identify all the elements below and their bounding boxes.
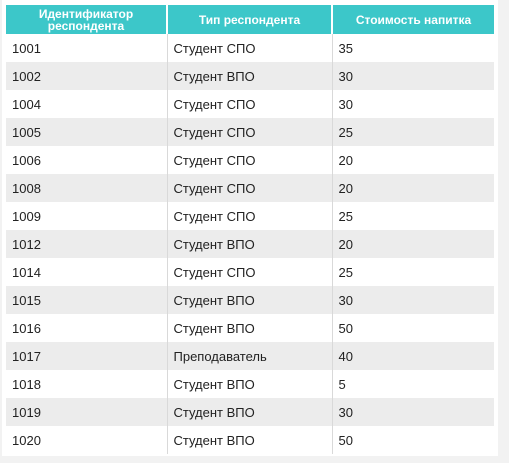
table-row[interactable]: 1004 Студент СПО 30 <box>6 90 494 118</box>
table-row[interactable]: 1008 Студент СПО 20 <box>6 174 494 202</box>
cell-respondent-type: Студент СПО <box>166 202 332 230</box>
respondents-table: Идентификатор респондента Тип респондент… <box>6 5 494 454</box>
cell-respondent-type: Преподаватель <box>166 342 332 370</box>
cell-respondent-id: 1005 <box>6 118 167 146</box>
cell-respondent-id: 1015 <box>6 286 167 314</box>
cell-respondent-type: Студент ВПО <box>166 230 332 258</box>
cell-respondent-id: 1012 <box>6 230 167 258</box>
cell-respondent-id: 1017 <box>6 342 167 370</box>
cell-drink-cost: 35 <box>331 34 494 62</box>
table-row[interactable]: 1006 Студент СПО 20 <box>6 146 494 174</box>
table-row[interactable]: 1009 Студент СПО 25 <box>6 202 494 230</box>
cell-respondent-type: Студент СПО <box>166 146 332 174</box>
table-row[interactable]: 1015 Студент ВПО 30 <box>6 286 494 314</box>
cell-respondent-id: 1020 <box>6 426 167 454</box>
cell-respondent-type: Студент СПО <box>166 90 332 118</box>
cell-drink-cost: 30 <box>331 90 494 118</box>
cell-respondent-id: 1008 <box>6 174 167 202</box>
cell-drink-cost: 50 <box>331 426 494 454</box>
table-card: Идентификатор респондента Тип респондент… <box>2 0 498 456</box>
cell-respondent-id: 1014 <box>6 258 167 286</box>
cell-drink-cost: 20 <box>331 230 494 258</box>
cell-drink-cost: 50 <box>331 314 494 342</box>
cell-drink-cost: 40 <box>331 342 494 370</box>
cell-drink-cost: 30 <box>331 286 494 314</box>
header-drink-cost[interactable]: Стоимость напитка <box>331 5 494 34</box>
cell-respondent-id: 1002 <box>6 62 167 90</box>
table-row[interactable]: 1012 Студент ВПО 20 <box>6 230 494 258</box>
table-header: Идентификатор респондента Тип респондент… <box>6 5 494 34</box>
cell-respondent-type: Студент СПО <box>166 34 332 62</box>
cell-respondent-type: Студент ВПО <box>166 62 332 90</box>
table-row[interactable]: 1019 Студент ВПО 30 <box>6 398 494 426</box>
cell-drink-cost: 20 <box>331 146 494 174</box>
cell-drink-cost: 25 <box>331 118 494 146</box>
table-body: 1001 Студент СПО 35 1002 Студент ВПО 30 1004 Ст… <box>6 34 494 454</box>
cell-drink-cost: 30 <box>331 62 494 90</box>
cell-respondent-type: Студент ВПО <box>166 370 332 398</box>
table-row[interactable]: 1001 Студент СПО 35 <box>6 34 494 62</box>
table-row[interactable]: 1018 Студент ВПО 5 <box>6 370 494 398</box>
cell-respondent-id: 1016 <box>6 314 167 342</box>
table-row[interactable]: 1017 Преподаватель 40 <box>6 342 494 370</box>
cell-respondent-id: 1018 <box>6 370 167 398</box>
table-row[interactable]: 1016 Студент ВПО 50 <box>6 314 494 342</box>
header-row: Идентификатор респондента Тип респондент… <box>6 5 494 34</box>
cell-drink-cost: 30 <box>331 398 494 426</box>
header-respondent-type[interactable]: Тип респондента <box>166 5 332 34</box>
header-respondent-id[interactable]: Идентификатор респондента <box>6 5 167 34</box>
cell-respondent-id: 1004 <box>6 90 167 118</box>
table-row[interactable]: 1020 Студент ВПО 50 <box>6 426 494 454</box>
table-row[interactable]: 1014 Студент СПО 25 <box>6 258 494 286</box>
cell-respondent-type: Студент ВПО <box>166 286 332 314</box>
cell-respondent-type: Студент СПО <box>166 118 332 146</box>
cell-respondent-type: Студент ВПО <box>166 398 332 426</box>
table-row[interactable]: 1005 Студент СПО 25 <box>6 118 494 146</box>
cell-respondent-id: 1009 <box>6 202 167 230</box>
cell-drink-cost: 20 <box>331 174 494 202</box>
cell-respondent-id: 1019 <box>6 398 167 426</box>
cell-respondent-type: Студент СПО <box>166 258 332 286</box>
cell-respondent-id: 1001 <box>6 34 167 62</box>
cell-respondent-type: Студент ВПО <box>166 314 332 342</box>
cell-respondent-type: Студент ВПО <box>166 426 332 454</box>
cell-respondent-type: Студент СПО <box>166 174 332 202</box>
cell-respondent-id: 1006 <box>6 146 167 174</box>
cell-drink-cost: 25 <box>331 258 494 286</box>
cell-drink-cost: 25 <box>331 202 494 230</box>
cell-drink-cost: 5 <box>331 370 494 398</box>
table-row[interactable]: 1002 Студент ВПО 30 <box>6 62 494 90</box>
